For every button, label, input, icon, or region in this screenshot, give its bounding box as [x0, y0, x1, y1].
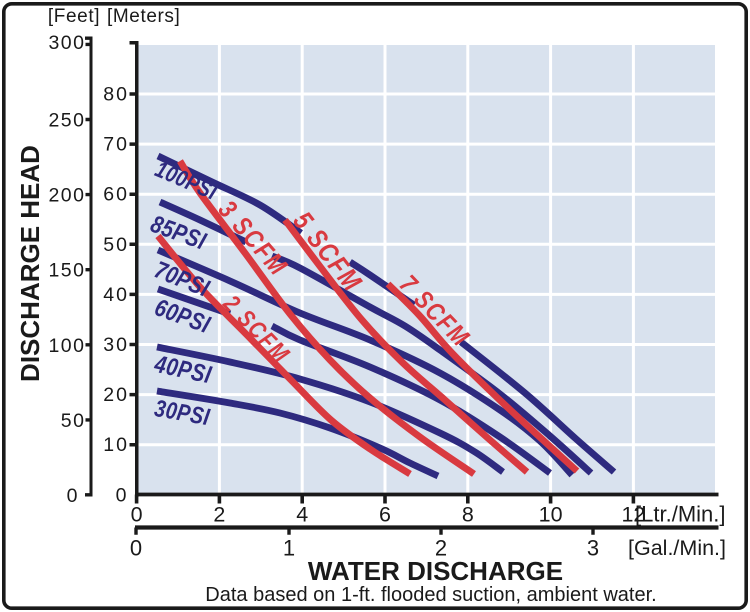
svg-text:60: 60	[103, 184, 129, 206]
svg-text:6: 6	[379, 502, 391, 526]
svg-text:100: 100	[48, 335, 85, 357]
svg-text:0: 0	[131, 502, 143, 526]
svg-text:[Feet]: [Feet]	[48, 6, 100, 27]
svg-text:70: 70	[103, 134, 129, 156]
svg-text:80: 80	[103, 84, 129, 106]
svg-text:250: 250	[48, 110, 85, 132]
svg-text:200: 200	[48, 185, 85, 207]
svg-text:1: 1	[283, 536, 295, 561]
svg-text:Data based on 1-ft. flooded su: Data based on 1-ft. flooded suction, amb…	[205, 584, 656, 606]
svg-text:50: 50	[61, 410, 86, 432]
svg-text:8: 8	[462, 502, 474, 526]
svg-text:[Ltr./Min.]: [Ltr./Min.]	[635, 501, 725, 526]
svg-text:3: 3	[587, 536, 599, 561]
svg-text:2: 2	[435, 536, 447, 561]
svg-text:10: 10	[539, 502, 563, 526]
svg-text:30: 30	[103, 334, 129, 356]
svg-text:WATER DISCHARGE: WATER DISCHARGE	[308, 556, 563, 586]
svg-text:10: 10	[103, 434, 129, 456]
svg-text:4: 4	[296, 502, 308, 526]
svg-text:0: 0	[116, 485, 127, 507]
svg-text:12: 12	[621, 502, 645, 526]
svg-text:[Gal./Min.]: [Gal./Min.]	[628, 536, 726, 560]
svg-text:20: 20	[103, 384, 129, 406]
svg-text:[Meters]: [Meters]	[107, 6, 180, 27]
svg-text:300: 300	[48, 32, 85, 54]
svg-text:40: 40	[103, 284, 129, 306]
svg-text:150: 150	[48, 260, 85, 282]
svg-text:0: 0	[67, 485, 79, 507]
svg-text:DISCHARGE HEAD: DISCHARGE HEAD	[15, 145, 45, 382]
svg-text:50: 50	[103, 234, 129, 256]
svg-text:2: 2	[213, 502, 225, 526]
svg-text:0: 0	[130, 536, 142, 561]
